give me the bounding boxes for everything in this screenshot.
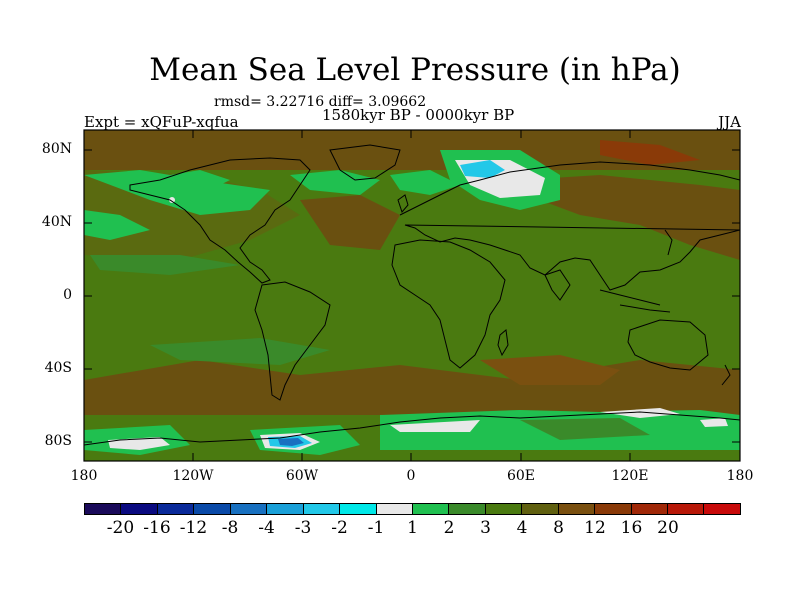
colorbar-swatch [85,504,122,514]
map-title: Mean Sea Level Pressure (in hPa) [149,52,681,88]
colorbar-swatch [121,504,158,514]
experiment-label: Expt = xQFuP-xqfua [84,113,239,131]
lon-label-120e: 120E [611,468,649,484]
colorbar-label: -3 [294,518,312,538]
colorbar-swatch [704,504,740,514]
season-label: JJA [718,113,741,131]
lon-label-60e: 60E [506,468,536,484]
rmsd-diff-stats: rmsd= 3.22716 diff= 3.09662 [214,94,427,110]
lat-label-80s: 80S [44,433,72,449]
lon-label-180e: 180 [726,468,754,484]
colorbar-label: 16 [620,518,643,538]
lat-label-0: 0 [63,287,72,303]
colorbar-swatch [267,504,304,514]
lat-label-40s: 40S [44,360,72,376]
colorbar-label: -1 [367,518,385,538]
lat-label-40n: 40N [41,214,72,230]
colorbar-swatch [230,504,268,514]
colorbar-label: 20 [657,518,679,538]
colorbar-swatch [558,504,596,514]
colorbar-label: 2 [443,518,455,538]
coastlines [84,144,740,446]
period-label: 1580kyr BP - 0000kyr BP [322,106,515,124]
colorbar-swatch [340,504,377,514]
colorbar-swatch [449,504,486,514]
colorbar-swatch [595,504,632,514]
lon-label-0: 0 [406,468,416,484]
axis-ticks [84,130,740,461]
colorbar-label: -4 [258,518,275,538]
colorbar-label: 3 [480,518,491,538]
colorbar-swatch [194,504,231,514]
colorbar-label: -2 [331,518,348,538]
lon-label-180w: 180 [70,468,98,484]
lon-label-60w: 60W [285,468,319,484]
colorbar-label: 4 [516,518,528,538]
colorbar-swatch [157,504,195,514]
colorbar-swatch [522,504,559,514]
lat-label-80n: 80N [41,141,72,157]
colorbar-label: 8 [553,518,564,538]
colorbar-swatch [376,504,413,514]
colorbar-swatch [412,504,450,514]
colorbar-label: 1 [407,518,418,538]
colorbar-label: -20 [106,518,135,538]
map-fill [84,130,740,461]
colorbar-swatch [631,504,668,514]
colorbar-label: -12 [179,518,208,538]
colorbar-label: -8 [221,518,239,538]
colorbar-swatch [303,504,341,514]
lon-label-120w: 120W [172,468,214,484]
colorbar [84,503,741,515]
colorbar-swatch [485,504,523,514]
colorbar-label: 12 [584,518,606,538]
colorbar-swatch [668,504,705,514]
colorbar-label: -16 [143,518,171,538]
